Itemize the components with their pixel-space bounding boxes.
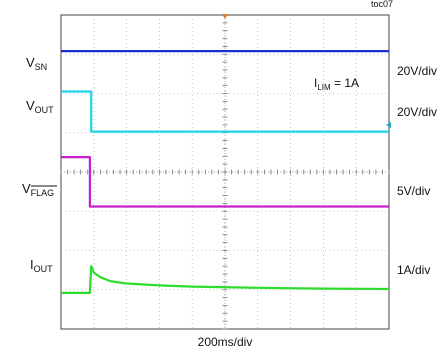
channel-label-vsn: VSN: [26, 55, 47, 72]
trace-vout: [61, 90, 389, 133]
channel-scale-vout: 20V/div: [397, 105, 437, 119]
channel-scale-iout: 1A/div: [397, 263, 430, 277]
channel-label-vout: VOUT: [26, 98, 54, 115]
channel-scale-vflag: 5V/div: [397, 184, 430, 198]
figure-id: toc07: [371, 0, 393, 9]
traces: [61, 50, 390, 294]
x-axis-label: 200ms/div: [198, 335, 253, 349]
trace-iout: [61, 265, 390, 294]
channel-end-marker: [386, 122, 391, 128]
ilim-annotation: ILIM = 1A: [314, 76, 359, 92]
trigger-marker: [222, 14, 228, 19]
channel-label-vflag: VFLAG: [22, 181, 54, 198]
channel-label-iout: IOUT: [30, 257, 53, 274]
grid: [60, 14, 390, 330]
trace-vflag: [61, 156, 389, 208]
channel-scale-vsn: 20V/div: [397, 64, 437, 78]
